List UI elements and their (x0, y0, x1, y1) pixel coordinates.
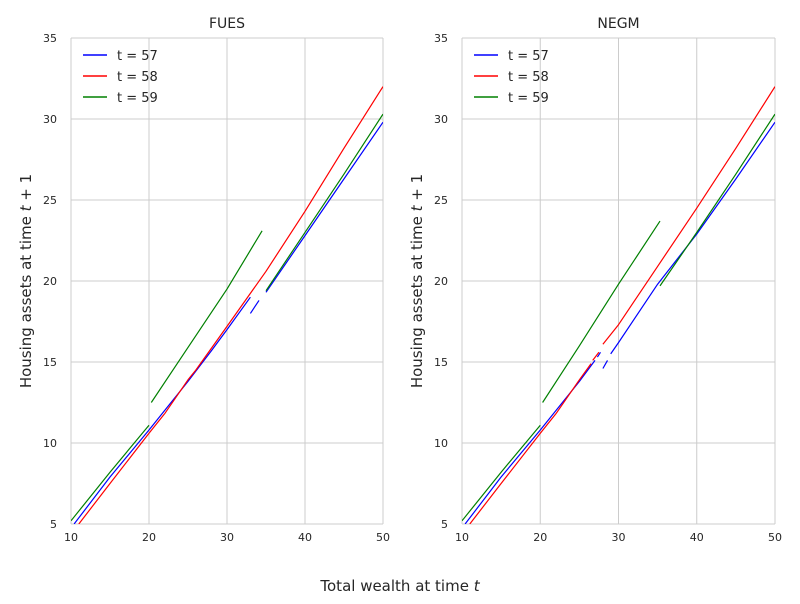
x-tick-label: 50 (376, 531, 390, 544)
y-tick-label: 35 (43, 32, 57, 45)
legend-label: t = 58 (508, 70, 549, 85)
y-tick-label: 5 (441, 518, 448, 531)
series-line-t59 (150, 230, 263, 403)
panel-fues: 10 20 30 40 50 5 10 15 20 25 30 35 FUES Housing asset… (17, 16, 390, 544)
y-tick-label: 10 (434, 437, 448, 450)
series-line-t59 (542, 220, 661, 403)
panel-negm: 10 20 30 40 50 5 10 15 20 25 30 35 NEGM Housing asset… (408, 16, 782, 544)
y-tick-label: 15 (43, 356, 57, 369)
series-line-t57 (596, 351, 602, 358)
series-lines (71, 86, 383, 524)
x-tick-label: 40 (298, 531, 312, 544)
series-line-t58 (195, 86, 383, 371)
y-tick-label: 25 (434, 194, 448, 207)
legend-label: t = 59 (508, 91, 549, 106)
x-tick-label: 50 (768, 531, 782, 544)
series-line-t59 (71, 424, 150, 522)
series-lines (462, 86, 775, 524)
series-line-t58 (164, 369, 197, 415)
legend: t = 57 t = 58 t = 59 (474, 49, 549, 106)
y-tick-label: 25 (43, 194, 57, 207)
series-line-t58 (555, 363, 592, 415)
series-line-t57 (610, 121, 775, 355)
series-line-t59 (659, 113, 775, 287)
series-line-t58 (592, 351, 600, 361)
legend-label: t = 57 (508, 49, 549, 64)
y-tick-label: 15 (434, 356, 448, 369)
y-tick-label: 30 (434, 113, 448, 126)
series-line-t57 (249, 300, 260, 314)
legend-label: t = 59 (117, 91, 158, 106)
x-tick-label: 30 (612, 531, 626, 544)
chart-title: FUES (209, 16, 245, 32)
series-line-t58 (78, 413, 166, 524)
legend-label: t = 57 (117, 49, 158, 64)
series-line-t59 (462, 424, 541, 522)
series-line-t58 (469, 413, 557, 524)
series-line-t57 (464, 360, 596, 524)
chart-title: NEGM (597, 16, 639, 32)
y-axis-label: Housing assets at time t + 1 (408, 174, 426, 388)
x-tick-label: 10 (455, 531, 469, 544)
x-tick-label: 30 (220, 531, 234, 544)
x-tick-label: 20 (533, 531, 547, 544)
series-line-t57 (73, 296, 251, 524)
y-tick-label: 5 (50, 518, 57, 531)
legend-label: t = 58 (117, 70, 158, 85)
y-tick-label: 35 (434, 32, 448, 45)
y-tick-label: 30 (43, 113, 57, 126)
figure-xlabel: Total wealth at time t (319, 577, 480, 595)
x-tick-label: 10 (64, 531, 78, 544)
y-tick-label: 20 (434, 275, 448, 288)
x-tick-label: 40 (690, 531, 704, 544)
series-line-t57 (265, 121, 383, 293)
y-tick-label: 10 (43, 437, 57, 450)
y-tick-label: 20 (43, 275, 57, 288)
x-tick-label: 20 (142, 531, 156, 544)
y-axis-label: Housing assets at time t + 1 (17, 174, 35, 388)
series-line-t59 (265, 113, 383, 292)
series-line-t57 (602, 360, 609, 369)
legend: t = 57 t = 58 t = 59 (83, 49, 158, 106)
series-line-t58 (602, 86, 775, 345)
